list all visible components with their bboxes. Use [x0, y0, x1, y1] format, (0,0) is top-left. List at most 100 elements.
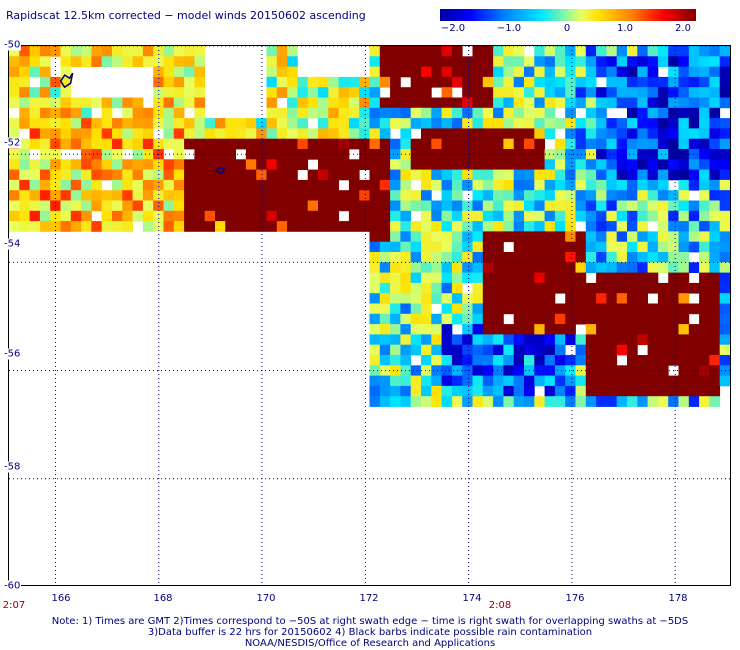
heatmap-cell	[379, 282, 391, 294]
heatmap-cell	[390, 190, 401, 201]
heatmap-cell	[493, 87, 504, 98]
heatmap-cell	[369, 272, 381, 284]
heatmap-cell	[678, 241, 690, 253]
heatmap-cell	[668, 128, 679, 140]
heatmap-cell	[19, 76, 30, 88]
heatmap-cell	[688, 46, 700, 57]
heatmap-cell	[668, 97, 679, 109]
heatmap-cell	[60, 179, 72, 191]
heatmap-cell	[493, 169, 504, 181]
heatmap-cell	[647, 303, 659, 315]
heatmap-cell	[616, 97, 628, 109]
heatmap-cell	[575, 56, 587, 67]
heatmap-cell	[153, 159, 164, 170]
heatmap-cell	[544, 375, 556, 387]
heatmap-cell	[709, 169, 721, 181]
heatmap-cell	[616, 365, 628, 376]
heatmap-cell	[421, 293, 432, 304]
heatmap-cell	[554, 313, 566, 325]
heatmap-cell	[657, 159, 669, 170]
heatmap-cell	[730, 201, 731, 212]
heatmap-cell	[297, 149, 309, 160]
heatmap-cell	[9, 66, 20, 78]
heatmap-cell	[256, 221, 267, 232]
heatmap-cell	[585, 396, 597, 407]
heatmap-cell	[431, 128, 442, 140]
heatmap-cell	[534, 262, 545, 273]
heatmap-cell	[565, 200, 576, 212]
heatmap-cell	[637, 210, 648, 222]
heatmap-cell	[9, 169, 20, 181]
heatmap-cell	[451, 97, 463, 109]
heatmap-cell	[565, 128, 576, 140]
heatmap-cell	[400, 241, 412, 253]
heatmap-cell	[379, 97, 391, 109]
heatmap-cell	[173, 190, 185, 201]
heatmap-cell	[369, 231, 381, 243]
heatmap-cell	[132, 200, 144, 212]
heatmap-cell	[657, 221, 669, 232]
heatmap-cell	[462, 97, 473, 109]
heatmap-cell	[369, 293, 381, 304]
heatmap-cell	[565, 272, 576, 284]
heatmap-cell	[379, 56, 391, 67]
heatmap-cell	[266, 87, 278, 98]
heatmap-cell	[101, 97, 113, 109]
heatmap-cell	[441, 87, 453, 98]
heatmap-cell	[472, 241, 484, 253]
heatmap-cell	[410, 344, 422, 356]
heatmap-cell	[472, 46, 484, 57]
heatmap-cell	[101, 138, 113, 150]
heatmap-cell	[173, 76, 185, 88]
heatmap-cell	[19, 159, 30, 170]
heatmap-cell	[565, 210, 576, 222]
heatmap-cell	[441, 66, 453, 78]
heatmap-cell	[225, 159, 236, 170]
heatmap-cell	[245, 128, 257, 140]
heatmap-cell	[647, 210, 659, 222]
heatmap-cell	[256, 118, 267, 129]
heatmap-cell	[431, 365, 442, 376]
heatmap-cell	[544, 66, 556, 78]
heatmap-cell	[482, 107, 494, 119]
heatmap-cell	[421, 46, 432, 57]
heatmap-cell	[637, 66, 648, 78]
heatmap-cell	[29, 221, 41, 232]
heatmap-cell	[503, 375, 515, 387]
heatmap-cell	[472, 200, 484, 212]
heatmap-cell	[544, 272, 556, 284]
heatmap-cell	[390, 375, 401, 387]
heatmap-cell	[544, 396, 556, 407]
heatmap-cell	[606, 396, 618, 407]
heatmap-cell	[472, 56, 484, 67]
heatmap-cell	[70, 118, 82, 129]
heatmap-cell	[256, 190, 267, 201]
heatmap-cell	[153, 118, 164, 129]
heatmap-cell	[184, 128, 195, 140]
heatmap-cell	[709, 128, 721, 140]
heatmap-cell	[668, 107, 679, 119]
heatmap-cell	[431, 262, 442, 273]
heatmap-cell	[379, 313, 391, 325]
heatmap-cell	[524, 252, 535, 263]
heatmap-cell	[709, 87, 721, 98]
heatmap-cell	[544, 282, 556, 294]
heatmap-cell	[575, 190, 587, 201]
heatmap-cell	[657, 46, 669, 57]
heatmap-cell	[348, 76, 360, 88]
heatmap-cell	[719, 56, 730, 67]
heatmap-cell	[60, 200, 72, 212]
heatmap-cell	[112, 210, 123, 222]
heatmap-cell	[709, 385, 721, 397]
heatmap-cell	[524, 241, 535, 253]
heatmap-cell	[318, 169, 329, 181]
heatmap-cell	[266, 200, 278, 212]
heatmap-cell	[554, 355, 566, 366]
heatmap-cell	[245, 190, 257, 201]
heatmap-cell	[369, 365, 381, 376]
heatmap-cell	[318, 190, 329, 201]
heatmap-cell	[101, 56, 113, 67]
heatmap-cell	[441, 252, 453, 263]
heatmap-cell	[287, 169, 298, 181]
heatmap-cell	[524, 179, 535, 191]
